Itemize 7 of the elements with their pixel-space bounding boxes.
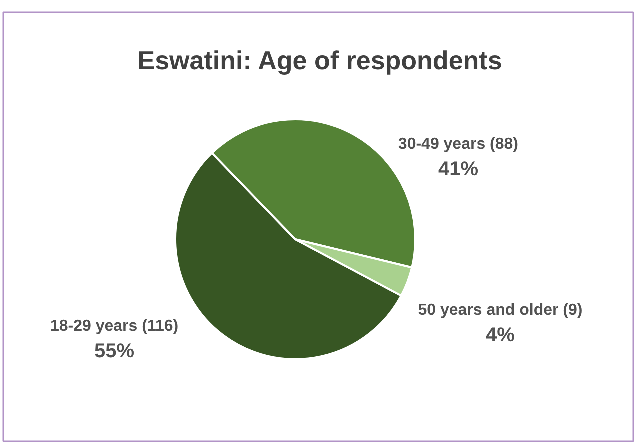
slice-label: 18-29 years (116): [50, 318, 179, 335]
slice-label: 30-49 years (88): [398, 136, 519, 153]
data-label: 41%: [438, 158, 479, 180]
data-label: 4%: [486, 324, 516, 347]
data-label: 55%: [94, 340, 135, 362]
chart-title: Eswatini: Age of respondents: [138, 46, 502, 76]
slice-label: 50 years and older (9): [418, 302, 583, 320]
